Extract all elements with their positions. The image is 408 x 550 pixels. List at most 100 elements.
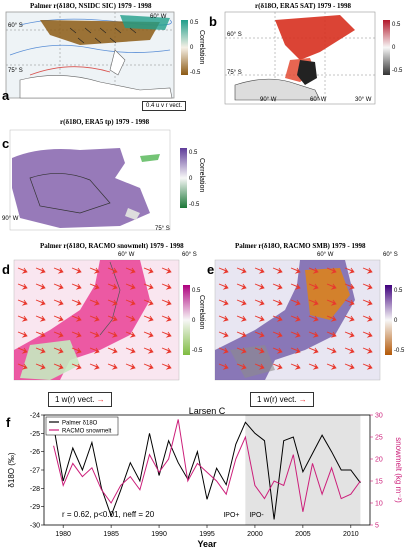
y-right-axis-label: snowmelt (kg m⁻²) [394, 437, 403, 503]
wind-vector-icon [125, 331, 136, 338]
wind-vector-icon [89, 347, 100, 354]
panel-e: Palmer r(δ18O, RACMO SMB) 1979 - 1998 e … [205, 240, 408, 400]
wind-vector-icon [71, 363, 82, 370]
panel-b-coord-60s: 60° S [227, 32, 242, 38]
panel-a: Palmer r(δ18O, NSIDC SIC) 1979 - 1998 [0, 0, 205, 118]
wind-vector-icon [362, 315, 373, 322]
panel-e-label: e [207, 262, 215, 277]
wind-vector-icon [344, 283, 355, 290]
wind-vector-icon [218, 283, 229, 290]
wind-vector-icon [218, 267, 229, 274]
panel-a-cbar-tick-mid: 0 [190, 45, 194, 51]
panel-b-cbar-tick-mid: 0 [392, 45, 396, 51]
wind-vector-icon [161, 363, 172, 370]
wind-vector-icon [107, 283, 118, 290]
panel-d-map [13, 259, 190, 381]
panel-b-cbar-tick-bottom: -0.5 [392, 68, 403, 74]
wind-vector-icon [218, 347, 229, 354]
panel-a-coord-60s: 60° S [8, 23, 23, 29]
panel-d-cbar-title: Correlation [198, 295, 205, 330]
panel-a-cbar-title: Correlation [198, 30, 205, 65]
x-tick-label: 1990 [151, 531, 167, 538]
panel-c-label: c [2, 136, 10, 151]
panel-d-title: Palmer r(δ18O, RACMO snowmelt) 1979 - 19… [40, 242, 184, 250]
panel-c-coord-75s: 75° S [155, 226, 170, 232]
wind-vector-icon [362, 363, 373, 370]
wind-vector-icon [308, 315, 319, 322]
wind-vector-icon [35, 283, 46, 290]
panel-b-coord-90w: 90° W [260, 97, 277, 103]
wind-vector-icon [326, 315, 337, 322]
panel-c-cbar-tick-bottom: -0.5 [189, 202, 200, 208]
series-line-palmer [53, 421, 361, 520]
wind-vector-icon [344, 331, 355, 338]
wind-vector-icon [71, 315, 82, 322]
panel-a-map [5, 11, 188, 99]
panel-c-cbar-title: Correlation [198, 158, 205, 193]
wind-vector-icon [344, 363, 355, 370]
chart-legend: Palmer δ18O RACMO snowmelt [45, 416, 119, 436]
wind-vector-icon [254, 283, 265, 290]
wind-vector-icon [290, 331, 301, 338]
panel-f: f Larsen C 1980 1985 1990 1995 2000 2005 2010 -3… [0, 405, 408, 550]
wind-vector-icon [272, 315, 283, 322]
wind-vector-icon [272, 299, 283, 306]
wind-vector-icon [272, 331, 283, 338]
wind-vector-icon [362, 331, 373, 338]
ipo-minus-label: IPO- [249, 512, 264, 519]
wind-vector-icon [125, 283, 136, 290]
panel-d: Palmer r(δ18O, RACMO snowmelt) 1979 - 19… [0, 240, 205, 400]
wind-vector-icon [17, 267, 28, 274]
wind-vector-icon [344, 267, 355, 274]
wind-vector-icon [17, 347, 28, 354]
wind-vector-icon [290, 267, 301, 274]
wind-vector-icon [272, 363, 283, 370]
wind-vector-icon [272, 347, 283, 354]
arrow-icon: → [298, 395, 307, 404]
panel-d-cbar-tick-bottom: -0.5 [192, 348, 203, 354]
panel-e-cbar-tick-bottom: -0.5 [394, 348, 405, 354]
panel-c: r(δ18O, ERA5 tp) 1979 - 1998 c 90° W 75°… [0, 118, 205, 236]
wind-vector-icon [326, 347, 337, 354]
wind-vector-icon [254, 267, 265, 274]
wind-vector-icon [236, 363, 247, 370]
panel-a-coord-60w: 60° W [150, 14, 167, 20]
y-left-tick-label: -27 [30, 468, 40, 475]
wind-vector-icon [143, 315, 154, 322]
wind-vector-icon [218, 315, 229, 322]
wind-vector-icon [89, 267, 100, 274]
wind-vector-icon [362, 299, 373, 306]
panel-b-title: r(δ18O, ERA5 SAT) 1979 - 1998 [255, 2, 352, 10]
y-right-tick-label: 25 [375, 435, 383, 442]
wind-vector-icon [17, 331, 28, 338]
y-left-tick-label: -28 [30, 486, 40, 493]
ipo-plus-label: IPO+ [223, 512, 239, 519]
wind-vector-icon [35, 347, 46, 354]
wind-vector-icon [344, 299, 355, 306]
wind-vector-icon [326, 299, 337, 306]
series-line-snowmelt [53, 419, 361, 512]
wind-vector-icon [290, 363, 301, 370]
x-tick-label: 1995 [199, 531, 215, 538]
wind-vector-icon [254, 363, 265, 370]
x-tick-label: 2010 [343, 531, 359, 538]
wind-vector-icon [161, 299, 172, 306]
wind-vector-icon [254, 299, 265, 306]
wind-vector-icon [254, 315, 265, 322]
panel-a-coord-75s: 75° S [8, 68, 23, 74]
panel-d-coord-60w: 60° W [118, 252, 135, 258]
wind-vector-icon [161, 315, 172, 322]
wind-vector-icon [53, 331, 64, 338]
panel-b-cbar-tick-top: 0.5 [392, 22, 401, 28]
wind-vector-icon [218, 299, 229, 306]
wind-vector-icon [236, 331, 247, 338]
stats-annotation: r = 0.62, p<0.01, neff = 20 [62, 510, 155, 519]
x-axis-label: Year [197, 539, 217, 549]
x-tick-label: 1985 [103, 531, 119, 538]
wind-vector-icon [17, 299, 28, 306]
wind-vector-icon [35, 363, 46, 370]
panel-e-coord-60w: 60° W [317, 252, 334, 258]
y-right-tick-label: 15 [375, 479, 383, 486]
panel-f-label: f [6, 415, 11, 430]
x-tick-label: 2000 [247, 531, 263, 538]
